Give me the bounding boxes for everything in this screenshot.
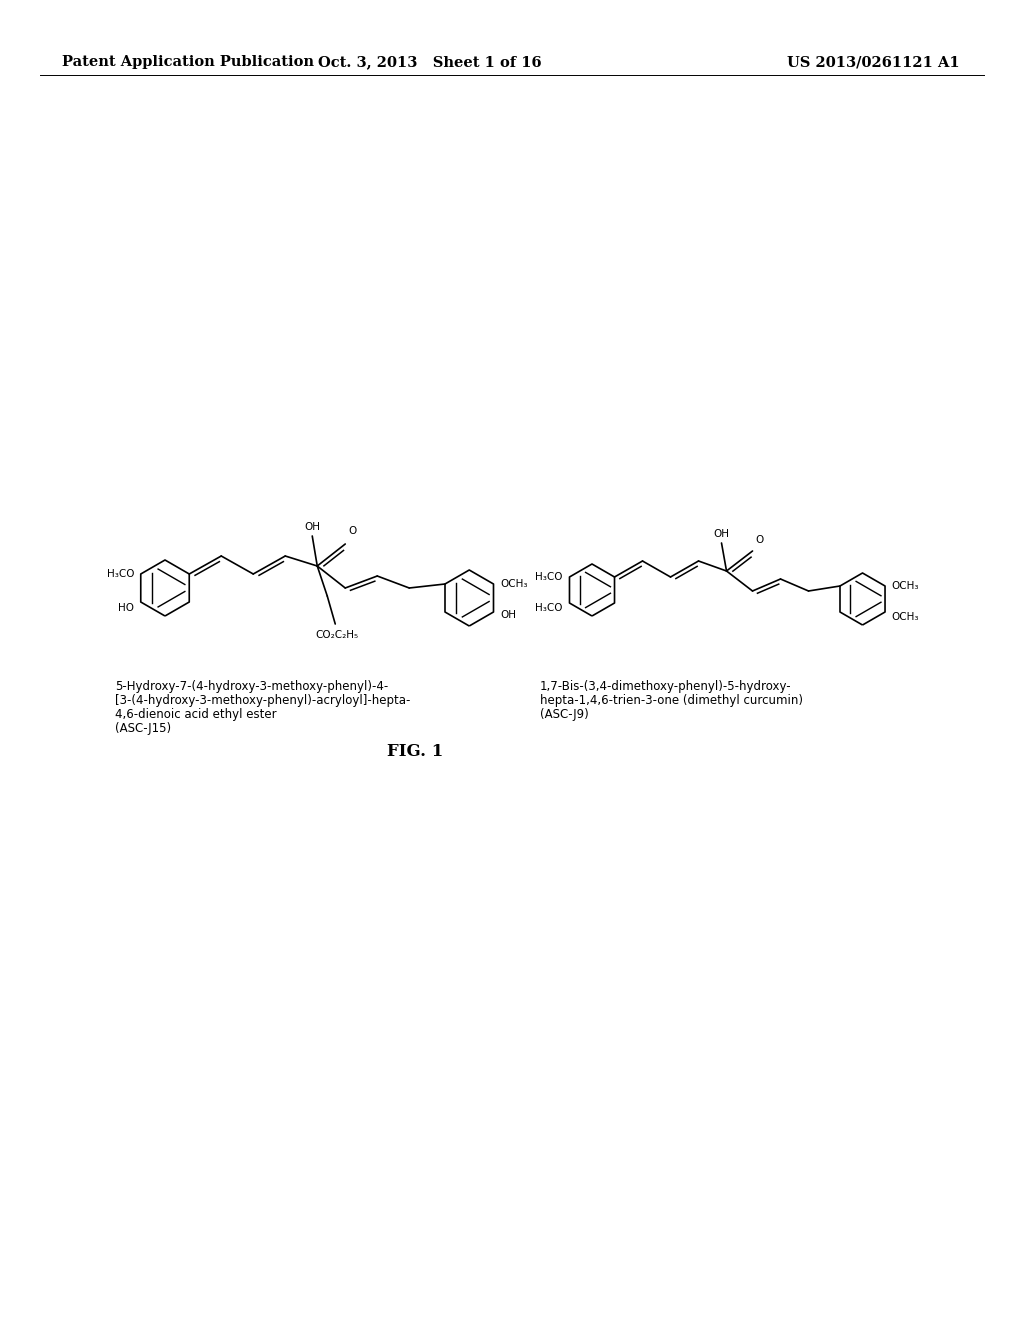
Text: O: O bbox=[756, 535, 764, 545]
Text: 1,7-Bis-(3,4-dimethoxy-phenyl)-5-hydroxy-: 1,7-Bis-(3,4-dimethoxy-phenyl)-5-hydroxy… bbox=[540, 680, 792, 693]
Text: Patent Application Publication: Patent Application Publication bbox=[62, 55, 314, 69]
Text: (ASC-J9): (ASC-J9) bbox=[540, 708, 589, 721]
Text: OCH₃: OCH₃ bbox=[892, 612, 919, 622]
Text: Oct. 3, 2013   Sheet 1 of 16: Oct. 3, 2013 Sheet 1 of 16 bbox=[318, 55, 542, 69]
Text: OCH₃: OCH₃ bbox=[892, 581, 919, 591]
Text: HO: HO bbox=[118, 603, 134, 612]
Text: H₃CO: H₃CO bbox=[536, 572, 563, 582]
Text: [3-(4-hydroxy-3-methoxy-phenyl)-acryloyl]-hepta-: [3-(4-hydroxy-3-methoxy-phenyl)-acryloyl… bbox=[115, 694, 411, 708]
Text: US 2013/0261121 A1: US 2013/0261121 A1 bbox=[787, 55, 961, 69]
Text: OCH₃: OCH₃ bbox=[501, 579, 527, 589]
Text: O: O bbox=[348, 525, 356, 536]
Text: 4,6-dienoic acid ethyl ester: 4,6-dienoic acid ethyl ester bbox=[115, 708, 276, 721]
Text: hepta-1,4,6-trien-3-one (dimethyl curcumin): hepta-1,4,6-trien-3-one (dimethyl curcum… bbox=[540, 694, 803, 708]
Text: 5-Hydroxy-7-(4-hydroxy-3-methoxy-phenyl)-4-: 5-Hydroxy-7-(4-hydroxy-3-methoxy-phenyl)… bbox=[115, 680, 388, 693]
Text: OH: OH bbox=[501, 610, 516, 620]
Text: H₃CO: H₃CO bbox=[536, 603, 563, 614]
Text: OH: OH bbox=[714, 529, 729, 539]
Text: FIG. 1: FIG. 1 bbox=[387, 743, 443, 760]
Text: H₃CO: H₃CO bbox=[106, 569, 134, 579]
Text: CO₂C₂H₅: CO₂C₂H₅ bbox=[315, 630, 358, 640]
Text: OH: OH bbox=[304, 521, 321, 532]
Text: (ASC-J15): (ASC-J15) bbox=[115, 722, 171, 735]
